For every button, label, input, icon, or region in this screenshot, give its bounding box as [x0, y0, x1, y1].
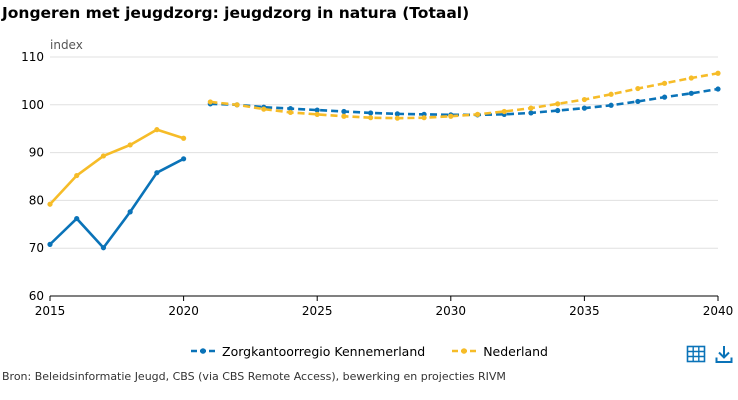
data-point-zorgkantoorregio-kennemerland[interactable] — [100, 245, 107, 251]
data-point-zorgkantoorregio-kennemerland[interactable] — [608, 102, 614, 108]
data-point-nederland[interactable] — [661, 80, 668, 86]
data-point-zorgkantoorregio-kennemerland[interactable] — [394, 111, 400, 117]
data-point-nederland[interactable] — [368, 115, 374, 121]
data-point-nederland[interactable] — [154, 127, 160, 133]
source-note: Bron: Beleidsinformatie Jeugd, CBS (via … — [2, 370, 506, 383]
x-tick-label: 2025 — [302, 304, 333, 318]
data-point-nederland[interactable] — [421, 115, 427, 121]
legend-label: Zorgkantoorregio Kennemerland — [222, 343, 426, 359]
x-tick-label: 2030 — [436, 304, 467, 318]
gridlines — [50, 56, 718, 249]
data-point-nederland[interactable] — [635, 85, 641, 92]
y-tick-label: 110 — [21, 50, 44, 64]
data-point-nederland[interactable] — [234, 102, 240, 108]
data-point-zorgkantoorregio-kennemerland[interactable] — [368, 110, 374, 116]
data-point-zorgkantoorregio-kennemerland[interactable] — [154, 170, 160, 176]
data-point-nederland[interactable] — [501, 108, 507, 115]
data-point-nederland[interactable] — [127, 142, 133, 148]
data-point-nederland[interactable] — [47, 201, 53, 207]
data-point-nederland[interactable] — [715, 70, 721, 76]
y-tick-label: 60 — [29, 289, 44, 303]
x-tick-label: 2035 — [569, 304, 600, 318]
legend-label: Nederland — [483, 343, 548, 359]
legend-item[interactable]: Zorgkantoorregio Kennemerland — [190, 344, 425, 359]
y-tick-label: 90 — [29, 146, 44, 160]
series-lines — [49, 71, 719, 250]
data-point-zorgkantoorregio-kennemerland[interactable] — [581, 105, 588, 111]
data-point-zorgkantoorregio-kennemerland[interactable] — [127, 209, 133, 215]
data-point-nederland[interactable] — [608, 91, 614, 97]
data-point-zorgkantoorregio-kennemerland[interactable] — [688, 90, 694, 96]
legend-swatch — [452, 348, 477, 354]
data-point-zorgkantoorregio-kennemerland[interactable] — [555, 107, 561, 114]
data-point-nederland[interactable] — [581, 96, 588, 103]
data-point-zorgkantoorregio-kennemerland[interactable] — [341, 108, 347, 115]
legend-item[interactable]: Nederland — [451, 344, 548, 359]
data-point-nederland[interactable] — [528, 105, 534, 111]
y-axis-title: index — [50, 38, 83, 52]
y-tick-label: 70 — [29, 241, 44, 255]
data-point-zorgkantoorregio-kennemerland[interactable] — [715, 86, 721, 92]
data-point-nederland[interactable] — [555, 101, 561, 107]
data-point-nederland[interactable] — [100, 153, 107, 159]
y-tick-label: 100 — [21, 98, 44, 112]
series-line-nederland-historical — [49, 128, 184, 206]
chart-title: Jongeren met jeugdzorg: jeugdzorg in nat… — [2, 4, 470, 22]
legend-swatch — [191, 348, 216, 354]
data-point-zorgkantoorregio-kennemerland[interactable] — [635, 98, 641, 105]
data-point-zorgkantoorregio-kennemerland[interactable] — [661, 94, 668, 100]
data-point-zorgkantoorregio-kennemerland[interactable] — [47, 241, 53, 247]
x-tick-label: 2015 — [35, 304, 66, 318]
data-point-nederland[interactable] — [207, 99, 213, 105]
series-line-zorgkantoorregio-kennemerland-historical — [49, 157, 185, 250]
data-point-nederland[interactable] — [474, 111, 481, 117]
data-point-zorgkantoorregio-kennemerland[interactable] — [528, 110, 534, 116]
axes: 60 70 80 90 100 110 index 2015 2020 2025 2030 2035 2… — [21, 38, 733, 318]
chart-tools — [686, 344, 734, 364]
x-tick-label: 2040 — [703, 304, 734, 318]
data-point-zorgkantoorregio-kennemerland[interactable] — [287, 106, 294, 112]
legend: Zorgkantoorregio Kennemerland Nederland — [0, 340, 738, 362]
x-tick-label: 2020 — [168, 304, 199, 318]
y-tick-label: 80 — [29, 193, 44, 207]
data-point-nederland[interactable] — [448, 113, 454, 119]
data-point-nederland[interactable] — [394, 115, 400, 121]
data-point-nederland[interactable] — [314, 111, 320, 117]
data-point-nederland[interactable] — [181, 135, 187, 141]
data-point-nederland[interactable] — [688, 75, 694, 81]
data-point-zorgkantoorregio-kennemerland[interactable] — [314, 107, 320, 113]
line-chart: 60 70 80 90 100 110 index 2015 2020 2025 2030 2035 2… — [21, 38, 733, 318]
data-point-zorgkantoorregio-kennemerland[interactable] — [181, 156, 187, 162]
data-point-nederland[interactable] — [287, 109, 294, 116]
series-line-zorgkantoorregio-kennemerland-projection — [210, 87, 719, 117]
table-icon[interactable] — [686, 344, 706, 364]
data-point-nederland[interactable] — [74, 172, 80, 179]
data-point-zorgkantoorregio-kennemerland[interactable] — [74, 215, 80, 222]
series-points — [47, 70, 721, 251]
series-line-nederland-projection — [210, 71, 719, 120]
download-icon[interactable] — [714, 344, 734, 364]
data-point-nederland[interactable] — [341, 113, 347, 119]
data-point-nederland[interactable] — [261, 106, 267, 112]
